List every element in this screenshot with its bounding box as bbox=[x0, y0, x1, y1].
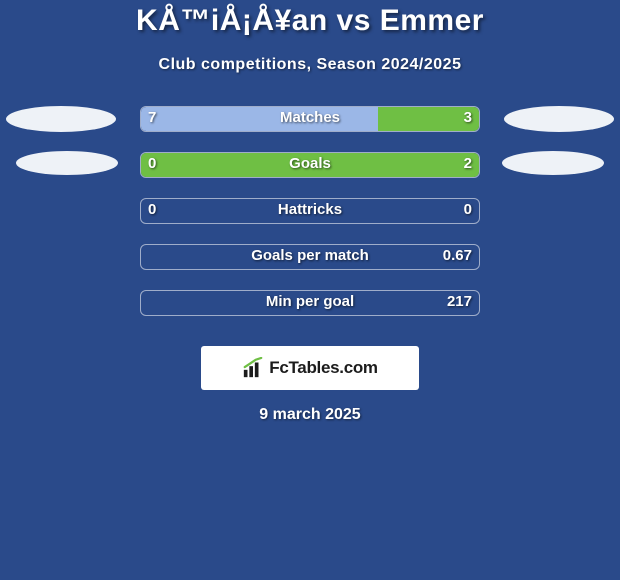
stat-row: 0.67Goals per match bbox=[0, 244, 620, 290]
stat-bar bbox=[140, 244, 480, 270]
stat-row: 02Goals bbox=[0, 152, 620, 198]
stat-row: 00Hattricks bbox=[0, 198, 620, 244]
stat-value-right: 217 bbox=[447, 293, 472, 310]
stat-bar bbox=[140, 290, 480, 316]
stat-value-right: 3 bbox=[464, 109, 472, 126]
bar-left-fill bbox=[141, 107, 378, 131]
stat-bar bbox=[140, 198, 480, 224]
stat-rows: 73Matches02Goals00Hattricks0.67Goals per… bbox=[0, 106, 620, 336]
stat-row: 217Min per goal bbox=[0, 290, 620, 336]
team-logo-left bbox=[6, 106, 116, 132]
stat-value-right: 0 bbox=[464, 201, 472, 218]
comparison-widget: KÅ™iÅ¡Å¥an vs Emmer Club competitions, S… bbox=[0, 0, 620, 424]
page-title: KÅ™iÅ¡Å¥an vs Emmer bbox=[0, 4, 620, 38]
team-logo-left bbox=[16, 151, 118, 175]
bar-right-fill bbox=[141, 153, 479, 177]
stat-value-right: 2 bbox=[464, 155, 472, 172]
team-logo-right bbox=[502, 151, 604, 175]
date-line: 9 march 2025 bbox=[0, 406, 620, 424]
stat-value-left: 0 bbox=[148, 155, 156, 172]
stat-value-left: 7 bbox=[148, 109, 156, 126]
subtitle: Club competitions, Season 2024/2025 bbox=[0, 56, 620, 74]
team-logo-right bbox=[504, 106, 614, 132]
source-logo[interactable]: FcTables.com bbox=[201, 346, 419, 390]
stat-value-left: 0 bbox=[148, 201, 156, 218]
logo-text: FcTables.com bbox=[269, 358, 378, 378]
stat-bar bbox=[140, 106, 480, 132]
bars-icon bbox=[242, 357, 264, 379]
stat-value-right: 0.67 bbox=[443, 247, 472, 264]
stat-row: 73Matches bbox=[0, 106, 620, 152]
stat-bar bbox=[140, 152, 480, 178]
